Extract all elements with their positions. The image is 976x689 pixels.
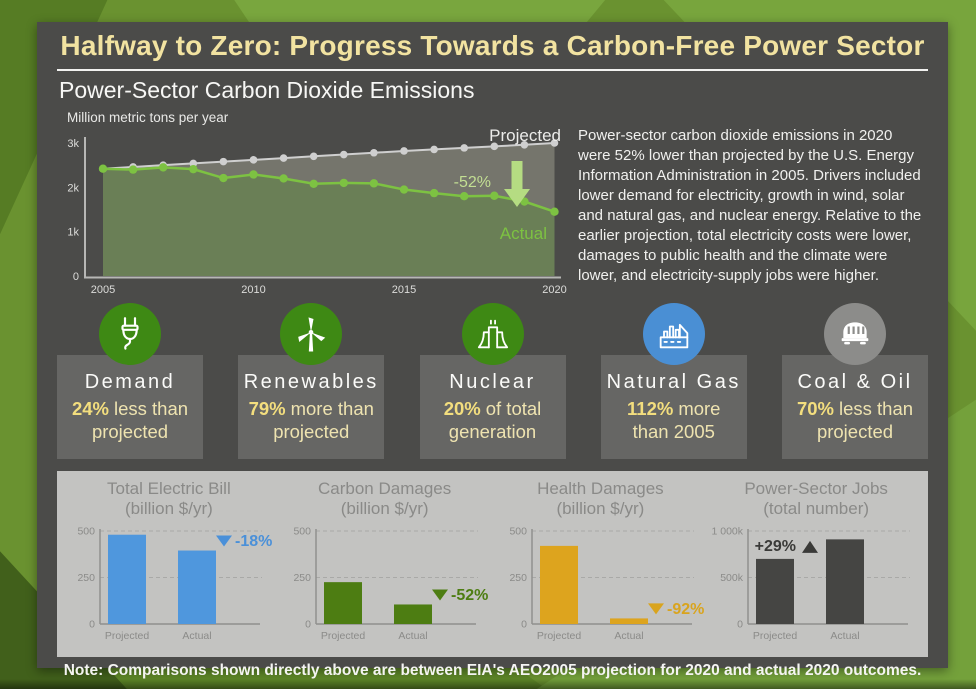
svg-text:Projected: Projected xyxy=(752,630,797,642)
mini-chart-electric-bill: Total Electric Bill (billion $/yr) 0 250 50… xyxy=(62,479,275,655)
mini-chart-jobs: Power-Sector Jobs (total number) 0 500k 1 0… xyxy=(710,479,923,655)
background-shadow xyxy=(0,679,976,689)
emissions-chart: Million metric tons per year 3k 2k 1k 0 2005… xyxy=(57,110,572,299)
title-divider xyxy=(57,69,928,71)
svg-text:-18%: -18% xyxy=(235,533,272,550)
factory-icon xyxy=(642,303,705,365)
stat-label: Coal & Oil xyxy=(797,371,913,393)
stat-label: Renewables xyxy=(243,371,379,393)
stat-box: Nuclear 20% of total generation xyxy=(419,355,566,459)
stat-value: 70% less than projected xyxy=(796,398,914,443)
svg-text:Projected: Projected xyxy=(105,630,150,642)
bar-chart: 0 250 500 Projected Actual -18% xyxy=(78,526,273,643)
stat-value: 20% of total generation xyxy=(443,398,542,443)
svg-text:2005: 2005 xyxy=(91,284,115,296)
stat-card-coal-oil: Coal & Oil 70% less than projected xyxy=(782,303,928,459)
svg-text:Actual: Actual xyxy=(399,630,428,642)
bar-chart: 0 250 500 Projected Actual -52% xyxy=(294,526,489,643)
stats-row: Demand 24% less than projected Renewables… xyxy=(57,303,928,459)
mini-chart-title: Carbon Damages (billion $/yr) xyxy=(318,479,452,518)
stat-value: 79% more than projected xyxy=(248,398,374,443)
stat-box: Coal & Oil 70% less than projected xyxy=(782,355,928,459)
svg-text:Projected: Projected xyxy=(537,630,582,642)
coal-car-icon xyxy=(824,303,886,365)
svg-text:250: 250 xyxy=(294,572,312,584)
svg-text:Actual: Actual xyxy=(614,630,643,642)
svg-text:250: 250 xyxy=(78,572,96,584)
svg-text:Projected: Projected xyxy=(489,127,561,145)
stat-value: 112% more than 2005 xyxy=(627,398,721,443)
plug-icon xyxy=(99,303,161,365)
comparison-panel: Total Electric Bill (billion $/yr) 0 250 50… xyxy=(57,471,928,657)
mini-chart-health-damages: Health Damages (billion $/yr) 0 250 500 Proj… xyxy=(494,479,707,655)
emissions-line-chart: 3k 2k 1k 0 2005 2010 2015 2020 Projected -52% Actu… xyxy=(67,127,566,296)
bar-chart: 0 500k 1 000k Projected Actual +29% xyxy=(711,526,910,642)
svg-text:Actual: Actual xyxy=(830,630,859,642)
svg-text:1 000k: 1 000k xyxy=(711,526,743,538)
svg-text:-92%: -92% xyxy=(667,601,704,618)
svg-text:250: 250 xyxy=(509,572,527,584)
svg-text:Actual: Actual xyxy=(183,630,212,642)
stat-card-demand: Demand 24% less than projected xyxy=(57,303,203,459)
svg-text:0: 0 xyxy=(737,619,743,631)
mini-chart-title: Health Damages (billion $/yr) xyxy=(537,479,664,518)
cooling-tower-icon xyxy=(461,303,524,365)
svg-text:0: 0 xyxy=(73,271,79,283)
stat-label: Demand xyxy=(84,371,176,393)
svg-text:2015: 2015 xyxy=(392,284,416,296)
svg-text:+29%: +29% xyxy=(754,538,795,555)
svg-text:500k: 500k xyxy=(720,572,744,584)
infographic-card: Halfway to Zero: Progress Towards a Carb… xyxy=(37,22,948,679)
svg-text:0: 0 xyxy=(305,619,311,631)
svg-text:3k: 3k xyxy=(67,138,79,150)
svg-text:2020: 2020 xyxy=(542,284,566,296)
y-axis-units-label: Million metric tons per year xyxy=(67,110,229,125)
svg-text:500: 500 xyxy=(78,526,96,538)
section-heading: Power-Sector Carbon Dioxide Emissions xyxy=(59,77,475,103)
mini-chart-title: Total Electric Bill (billion $/yr) xyxy=(106,479,231,518)
svg-text:2010: 2010 xyxy=(241,284,265,296)
svg-text:2k: 2k xyxy=(67,182,79,194)
stat-box: Natural Gas 112% more than 2005 xyxy=(600,355,747,459)
footnote: Note: Comparisons shown directly above a… xyxy=(63,662,922,679)
svg-text:Projected: Projected xyxy=(321,630,366,642)
svg-text:Actual: Actual xyxy=(500,224,547,243)
stat-card-nuclear: Nuclear 20% of total generation xyxy=(419,303,566,459)
stat-card-renewables: Renewables 79% more than projected xyxy=(238,303,385,459)
page-title: Halfway to Zero: Progress Towards a Carb… xyxy=(60,30,925,61)
svg-text:1k: 1k xyxy=(67,227,79,239)
svg-text:0: 0 xyxy=(521,619,527,631)
mini-chart-title: Power-Sector Jobs (total number) xyxy=(744,479,888,518)
stat-box: Renewables 79% more than projected xyxy=(238,355,385,459)
stat-box: Demand 24% less than projected xyxy=(57,355,203,459)
svg-text:-52%: -52% xyxy=(451,587,488,604)
stat-card-natural-gas: Natural Gas 112% more than 2005 xyxy=(600,303,747,459)
svg-text:-52%: -52% xyxy=(454,174,491,191)
summary-paragraph: Power-sector carbon dioxide emissions in… xyxy=(578,127,922,284)
svg-text:0: 0 xyxy=(90,619,96,631)
emissions-row: Million metric tons per year 3k 2k 1k 0 2005… xyxy=(57,110,928,299)
wind-turbine-icon xyxy=(280,303,343,365)
mini-chart-carbon-damages: Carbon Damages (billion $/yr) 0 250 500 Proj… xyxy=(278,479,491,655)
stat-label: Nuclear xyxy=(449,371,536,393)
stat-value: 24% less than projected xyxy=(71,398,189,443)
svg-text:500: 500 xyxy=(294,526,312,538)
svg-text:500: 500 xyxy=(509,526,527,538)
bar-chart: 0 250 500 Projected Actual -92% xyxy=(509,526,704,643)
stat-label: Natural Gas xyxy=(606,371,741,393)
